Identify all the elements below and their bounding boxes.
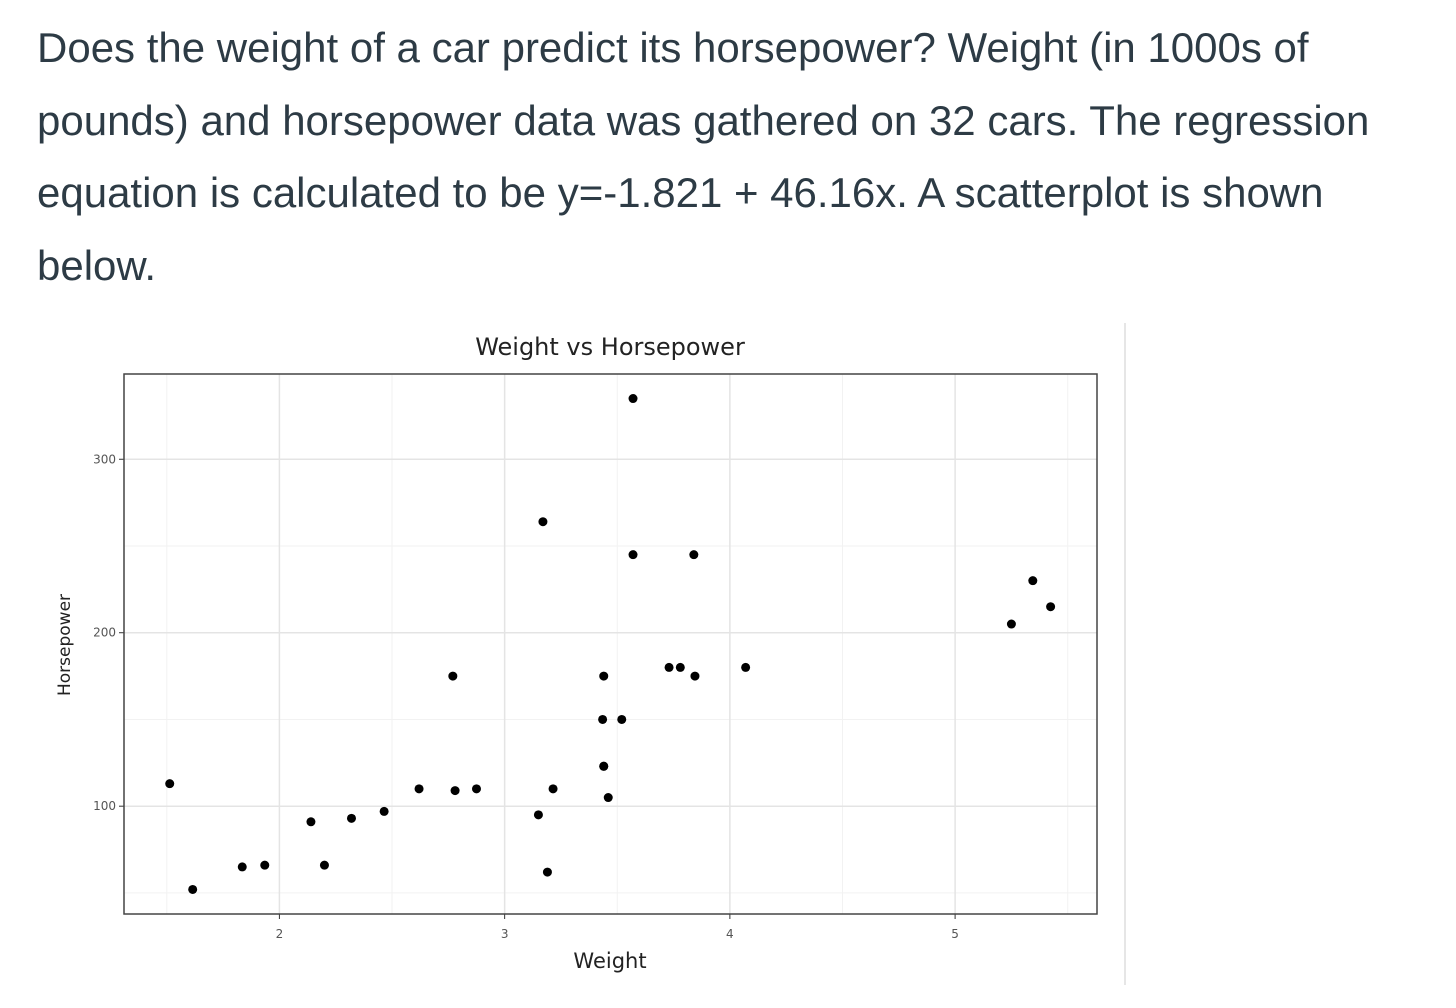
point <box>542 867 552 877</box>
y-axis-label: Horsepower <box>55 594 75 696</box>
point <box>599 761 609 771</box>
x-tick-label: 4 <box>726 927 734 941</box>
point <box>689 550 699 560</box>
point <box>598 714 608 724</box>
x-tick-label: 2 <box>276 927 284 941</box>
point <box>664 662 674 672</box>
point <box>690 671 700 681</box>
point <box>617 714 627 724</box>
point <box>533 810 543 820</box>
question-text: Does the weight of a car predict its hor… <box>37 24 1370 289</box>
point <box>628 550 638 560</box>
point <box>379 806 389 816</box>
x-tick-label: 5 <box>951 927 959 941</box>
point <box>414 784 424 794</box>
point <box>306 817 316 827</box>
point <box>741 662 751 672</box>
point <box>1028 576 1038 586</box>
point <box>1046 602 1056 612</box>
x-axis-label: Weight <box>573 949 646 973</box>
point <box>538 517 548 527</box>
y-tick-label: 300 <box>93 452 116 466</box>
point <box>188 884 198 894</box>
x-tick-label: 3 <box>501 927 509 941</box>
chart-title: Weight vs Horsepower <box>475 333 745 361</box>
point <box>603 793 613 803</box>
point <box>165 779 175 789</box>
point <box>448 671 458 681</box>
point <box>675 662 685 672</box>
y-tick-label: 200 <box>93 626 116 640</box>
point <box>548 784 558 794</box>
point <box>346 813 356 823</box>
point <box>237 862 247 872</box>
point <box>599 671 609 681</box>
plot-border <box>123 373 1098 915</box>
point <box>628 394 638 404</box>
point <box>319 860 329 870</box>
y-tick-label: 100 <box>93 799 116 813</box>
point <box>471 784 481 794</box>
point <box>450 786 460 796</box>
point <box>1006 619 1016 629</box>
point <box>260 860 270 870</box>
